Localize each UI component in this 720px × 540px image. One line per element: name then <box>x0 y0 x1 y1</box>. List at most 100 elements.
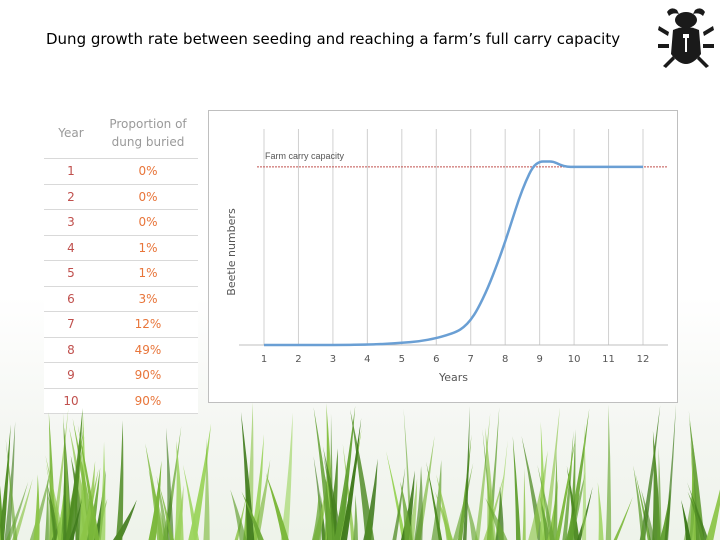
grass-blade <box>657 446 662 540</box>
year-cell: 7 <box>44 311 98 338</box>
table-row: 8 49% <box>44 337 198 363</box>
grass-blade <box>145 443 164 540</box>
year-cell: 5 <box>44 260 98 287</box>
grass-blade <box>400 481 413 540</box>
beetle-growth-line <box>264 160 643 347</box>
grass-blade <box>33 474 40 540</box>
x-tick-label: 8 <box>502 354 508 365</box>
x-tick-label: 1 <box>261 354 267 365</box>
proportion-cell: 90% <box>98 362 198 389</box>
grass-blade <box>5 439 18 540</box>
proportion-cell: 12% <box>98 311 198 338</box>
grass-blade <box>528 450 548 540</box>
grass-blade <box>522 468 526 540</box>
grass-blade <box>158 483 175 540</box>
grass-blade <box>156 475 169 540</box>
x-axis-label: Years <box>438 371 468 384</box>
proportion-cell: 1% <box>98 235 198 261</box>
table-row: 5 1% <box>44 260 198 287</box>
grass-blade <box>353 494 358 540</box>
grass-blade <box>251 459 271 540</box>
year-cell: 10 <box>44 388 98 414</box>
grass-blade <box>633 465 646 540</box>
slide-title: Dung growth rate between seeding and rea… <box>46 30 621 48</box>
grass-blade <box>342 443 355 540</box>
grass-blade <box>462 406 470 540</box>
grass-decoration <box>0 402 720 540</box>
table-row: 2 0% <box>44 184 198 210</box>
grass-blade <box>230 489 247 540</box>
grass-blade <box>0 525 2 540</box>
table-header-row: Year Proportion of dung buried <box>44 108 198 159</box>
x-tick-label: 6 <box>433 354 439 365</box>
x-tick-label: 2 <box>295 354 301 365</box>
grass-blade <box>77 424 100 540</box>
grass-blade <box>597 482 604 540</box>
grass-blade <box>311 492 322 540</box>
proportion-cell: 3% <box>98 286 198 312</box>
grass-blade <box>313 407 335 540</box>
x-tick-label: 9 <box>536 354 542 365</box>
grass-blade <box>65 407 83 540</box>
carry-capacity-label: Farm carry capacity <box>265 151 345 161</box>
table-row: 6 3% <box>44 286 198 312</box>
grass-blade <box>436 474 453 540</box>
proportion-cell: 0% <box>98 209 198 236</box>
grass-blade <box>512 436 521 540</box>
header-proportion-label: Proportion of dung buried <box>109 117 187 149</box>
proportion-cell: 1% <box>98 260 198 287</box>
grass-blade <box>182 464 200 540</box>
table-row: 4 1% <box>44 235 198 261</box>
grass-blade <box>705 489 720 540</box>
proportion-cell: 90% <box>98 388 198 414</box>
grass-blade <box>688 410 704 540</box>
grass-blade <box>605 404 612 540</box>
grass-blade <box>44 477 49 540</box>
grass-blade <box>115 420 124 540</box>
proportion-cell: 49% <box>98 337 198 363</box>
x-tick-label: 7 <box>468 354 474 365</box>
grass-blade <box>0 424 11 540</box>
grass-blade <box>464 492 478 540</box>
grass-blade <box>414 465 423 540</box>
year-cell: 2 <box>44 184 98 210</box>
y-axis-label: Beetle numbers <box>225 208 238 296</box>
table-row: 7 12% <box>44 311 198 338</box>
table-row: 9 90% <box>44 362 198 389</box>
grass-blade <box>62 412 72 540</box>
year-cell: 6 <box>44 286 98 312</box>
x-tick-label: 5 <box>399 354 405 365</box>
x-tick-label: 10 <box>568 354 581 365</box>
grass-blade <box>431 459 442 540</box>
grass-blade <box>581 423 587 540</box>
grass-blade <box>547 479 559 540</box>
grass-blade <box>681 499 691 540</box>
grass-blade <box>426 461 443 540</box>
grass-blade <box>4 421 16 540</box>
grass-blade <box>98 441 106 540</box>
grass-blade <box>687 482 709 540</box>
table-row: 10 90% <box>44 388 198 414</box>
grass-blade <box>350 409 375 540</box>
year-cell: 4 <box>44 235 98 261</box>
grass-blade <box>240 411 255 540</box>
year-cell: 8 <box>44 337 98 363</box>
grass-blade <box>407 478 418 540</box>
grass-blade <box>485 497 508 540</box>
grass-blade <box>166 427 174 540</box>
dung-burial-table: Year Proportion of dung buried 1 0% 2 0% 3 0%… <box>44 108 198 414</box>
grass-blade <box>188 423 212 540</box>
x-tick-label: 4 <box>364 354 370 365</box>
grass-blade <box>552 450 558 540</box>
grass-blade <box>386 451 407 540</box>
grass-blade <box>562 430 574 540</box>
grass-blade <box>203 438 210 540</box>
year-cell: 3 <box>44 209 98 236</box>
x-tick-label: 12 <box>637 354 650 365</box>
header-year: Year <box>44 108 98 159</box>
grass-blade <box>241 491 264 540</box>
grass-blade <box>148 460 162 540</box>
year-cell: 9 <box>44 362 98 389</box>
proportion-cell: 0% <box>98 158 198 185</box>
